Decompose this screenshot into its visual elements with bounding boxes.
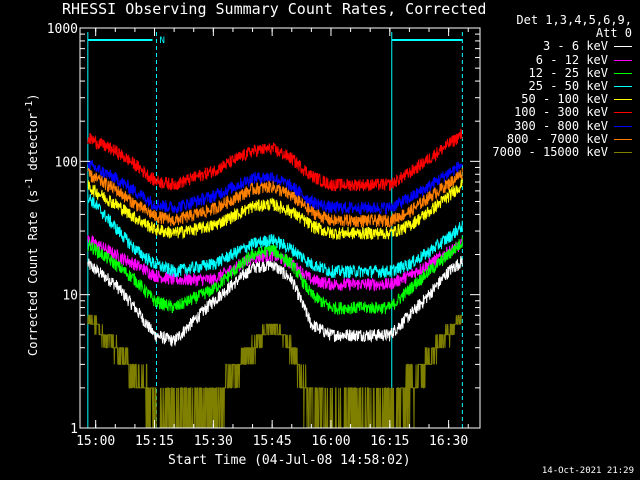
series-line-6 xyxy=(87,128,463,192)
legend-swatch xyxy=(614,85,632,87)
legend-header-line-1: Det 1,3,4,5,6,9, xyxy=(516,13,632,27)
series-line-9 xyxy=(87,314,463,429)
x-tick-label-7: 16:30 xyxy=(429,434,468,449)
legend-item-3: 12 - 25 keV xyxy=(492,65,632,80)
legend-item-8: 800 - 7000 keV xyxy=(492,131,632,146)
plot-frame xyxy=(79,27,481,429)
legend-label: 7000 - 15000 keV xyxy=(492,144,608,159)
legend-swatch xyxy=(614,138,632,140)
series-line-8 xyxy=(87,167,463,228)
legend-item-9: 7000 - 15000 keV xyxy=(492,144,632,159)
legend-label: 100 - 300 keV xyxy=(514,105,608,120)
legend-label: 800 - 7000 keV xyxy=(506,131,608,146)
legend-swatch xyxy=(614,112,632,114)
chart-title: RHESSI Observing Summary Count Rates, Co… xyxy=(62,0,487,18)
y-tick-label-4: 1000 xyxy=(47,22,78,37)
series-line-4 xyxy=(87,194,463,279)
series-line-5 xyxy=(87,177,463,240)
legend-swatch xyxy=(614,151,632,153)
series-lines xyxy=(87,128,463,429)
axis-ticks xyxy=(80,27,480,429)
legend-label: 3 - 6 keV xyxy=(542,39,608,54)
x-tick-label-1: 15:00 xyxy=(76,434,115,449)
legend-swatch xyxy=(614,59,632,61)
legend-item-5: 50 - 100 keV xyxy=(492,93,632,106)
x-tick-label-2: 15:15 xyxy=(135,434,174,449)
series-line-2 xyxy=(87,234,463,292)
legend: Det 1,3,4,5,6,9, Att 0 3 - 6 keV 6 - 12 k… xyxy=(492,13,632,159)
x-tick-label-4: 15:45 xyxy=(253,434,292,449)
y-tick-label-1: 1 xyxy=(70,422,78,437)
legend-label: 25 - 50 keV xyxy=(528,78,608,93)
x-tick-label-5: 16:00 xyxy=(311,434,350,449)
series-line-7 xyxy=(87,159,463,215)
axis-tick-labels: 15:00 15:15 15:30 15:45 16:00 16:15 16:30 1 10 10… xyxy=(47,22,469,449)
legend-swatch xyxy=(614,72,632,74)
legend-item-2: 6 - 12 keV xyxy=(492,52,632,67)
generated-timestamp: 14-Oct-2021 21:29 xyxy=(541,466,634,476)
night-flag-label: N xyxy=(159,36,164,46)
y-axis-label: Corrected Count Rate (s-1 detector-1) xyxy=(24,93,40,356)
y-tick-label-3: 100 xyxy=(55,155,78,170)
y-tick-label-2: 10 xyxy=(62,289,78,304)
x-axis-label: Start Time (04-Jul-08 14:58:02) xyxy=(168,453,411,468)
legend-swatch xyxy=(614,99,632,101)
series-line-3 xyxy=(87,236,463,316)
legend-label: 6 - 12 keV xyxy=(535,52,608,67)
series-line-1 xyxy=(87,256,463,347)
legend-swatch xyxy=(614,46,632,48)
legend-item-7: 300 - 800 keV xyxy=(492,118,632,133)
legend-header-line-2: Att 0 xyxy=(595,26,632,41)
x-tick-label-6: 16:15 xyxy=(370,434,409,449)
legend-item-4: 25 - 50 keV xyxy=(492,78,632,93)
legend-swatch xyxy=(614,125,632,127)
legend-item-1: 3 - 6 keV xyxy=(492,40,632,53)
legend-label: 50 - 100 keV xyxy=(521,92,608,107)
legend-item-6: 100 - 300 keV xyxy=(492,106,632,119)
x-tick-label-3: 15:30 xyxy=(194,434,233,449)
legend-label: 300 - 800 keV xyxy=(514,118,608,133)
legend-label: 12 - 25 keV xyxy=(528,65,608,80)
